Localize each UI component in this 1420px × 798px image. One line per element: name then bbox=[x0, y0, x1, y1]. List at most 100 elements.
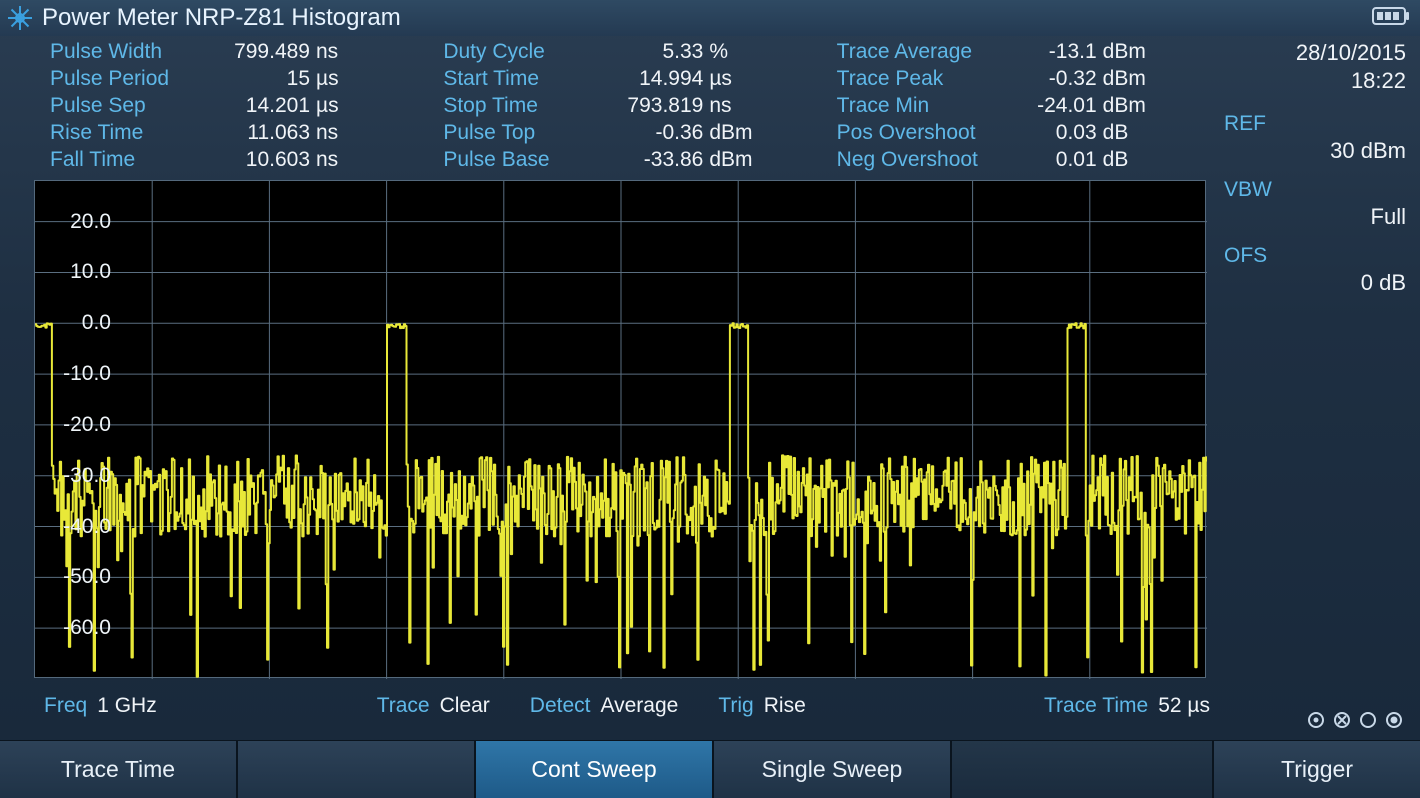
param-label: Neg Overshoot bbox=[837, 148, 987, 172]
param-label: Pos Overshoot bbox=[837, 121, 987, 145]
param-row: Pulse Base-33.86dBm bbox=[443, 148, 816, 175]
trace-indicator-icons bbox=[1306, 710, 1404, 730]
param-unit: dBm bbox=[703, 148, 758, 172]
param-value: 14.994 bbox=[593, 67, 703, 91]
softkey-menu: Trace Time Cont Sweep Single Sweep Trigg… bbox=[0, 740, 1420, 798]
param-unit: ns bbox=[310, 40, 365, 64]
ytick-label: -60.0 bbox=[63, 616, 111, 640]
param-row: Neg Overshoot0.01dB bbox=[837, 148, 1210, 175]
ofs-value: 0 dB bbox=[1220, 270, 1406, 296]
param-value: 0.03 bbox=[987, 121, 1097, 145]
vbw-value: Full bbox=[1220, 204, 1406, 230]
detect-value: Average bbox=[601, 694, 679, 718]
ytick-label: -20.0 bbox=[63, 413, 111, 437]
param-label: Pulse Period bbox=[50, 67, 200, 91]
ofs-label: OFS bbox=[1220, 244, 1406, 268]
param-label: Trace Peak bbox=[837, 67, 987, 91]
param-row: Pulse Width799.489ns bbox=[50, 40, 423, 67]
param-row: Duty Cycle5.33% bbox=[443, 40, 816, 67]
title-bar: Power Meter NRP-Z81 Histogram bbox=[0, 0, 1420, 36]
ytick-label: 10.0 bbox=[70, 260, 111, 284]
param-label: Pulse Sep bbox=[50, 94, 200, 118]
battery-icon bbox=[1372, 6, 1410, 26]
param-unit: µs bbox=[310, 94, 365, 118]
param-value: 0.01 bbox=[987, 148, 1097, 172]
param-label: Start Time bbox=[443, 67, 593, 91]
param-unit: ns bbox=[310, 148, 365, 172]
menu-blank-1[interactable] bbox=[238, 741, 476, 798]
param-unit: % bbox=[703, 40, 758, 64]
freq-value: 1 GHz bbox=[97, 694, 157, 718]
detect-label: Detect bbox=[530, 694, 591, 718]
ytick-label: 20.0 bbox=[70, 210, 111, 234]
measurement-parameters: Pulse Width799.489nsPulse Period15µsPuls… bbox=[50, 40, 1210, 175]
param-label: Pulse Width bbox=[50, 40, 200, 64]
param-row: Fall Time10.603ns bbox=[50, 148, 423, 175]
param-value: -0.32 bbox=[987, 67, 1097, 91]
cont-sweep-button[interactable]: Cont Sweep bbox=[476, 741, 714, 798]
trace-eye-icon bbox=[1306, 710, 1326, 730]
param-value: 11.063 bbox=[200, 121, 310, 145]
param-value: 799.489 bbox=[200, 40, 310, 64]
param-unit: dB bbox=[1097, 121, 1152, 145]
trace-mode-label: Trace bbox=[377, 694, 430, 718]
ytick-label: -10.0 bbox=[63, 362, 111, 386]
param-label: Stop Time bbox=[443, 94, 593, 118]
param-value: -13.1 bbox=[987, 40, 1097, 64]
ytick-label: -40.0 bbox=[63, 515, 111, 539]
status-line: Freq 1 GHz Trace Clear Detect Average Tr… bbox=[44, 690, 1210, 722]
param-row: Stop Time793.819ns bbox=[443, 94, 816, 121]
menu-spacer bbox=[952, 741, 1214, 798]
param-row: Pos Overshoot0.03dB bbox=[837, 121, 1210, 148]
param-row: Rise Time11.063ns bbox=[50, 121, 423, 148]
param-label: Rise Time bbox=[50, 121, 200, 145]
window-title: Power Meter NRP-Z81 Histogram bbox=[42, 4, 401, 32]
param-row: Pulse Top-0.36dBm bbox=[443, 121, 816, 148]
param-label: Fall Time bbox=[50, 148, 200, 172]
trace-dot-icon bbox=[1358, 710, 1378, 730]
param-value: -33.86 bbox=[593, 148, 703, 172]
param-unit: dBm bbox=[1097, 67, 1152, 91]
trace-time-value: 52 µs bbox=[1158, 694, 1210, 718]
param-unit: dBm bbox=[703, 121, 758, 145]
trace-time-button[interactable]: Trace Time bbox=[0, 741, 238, 798]
param-row: Pulse Period15µs bbox=[50, 67, 423, 94]
param-value: 10.603 bbox=[200, 148, 310, 172]
param-unit: dBm bbox=[1097, 40, 1152, 64]
param-unit: µs bbox=[703, 67, 758, 91]
brand-logo-icon bbox=[8, 6, 32, 30]
param-label: Pulse Base bbox=[443, 148, 593, 172]
param-row: Trace Average-13.1dBm bbox=[837, 40, 1210, 67]
ytick-label: -50.0 bbox=[63, 565, 111, 589]
param-unit: dB bbox=[1097, 148, 1152, 172]
param-row: Start Time14.994µs bbox=[443, 67, 816, 94]
trace-mode-value: Clear bbox=[440, 694, 490, 718]
trig-value: Rise bbox=[764, 694, 806, 718]
param-unit: µs bbox=[310, 67, 365, 91]
param-row: Pulse Sep14.201µs bbox=[50, 94, 423, 121]
param-value: 5.33 bbox=[593, 40, 703, 64]
param-unit: dBm bbox=[1097, 94, 1152, 118]
single-sweep-button[interactable]: Single Sweep bbox=[714, 741, 952, 798]
ytick-label: -30.0 bbox=[63, 464, 111, 488]
freq-label: Freq bbox=[44, 694, 87, 718]
ref-label: REF bbox=[1220, 112, 1406, 136]
param-label: Trace Min bbox=[837, 94, 987, 118]
vbw-label: VBW bbox=[1220, 178, 1406, 202]
param-label: Duty Cycle bbox=[443, 40, 593, 64]
trace-time-label: Trace Time bbox=[1044, 694, 1148, 718]
trace-x-icon bbox=[1332, 710, 1352, 730]
param-value: 793.819 bbox=[593, 94, 703, 118]
param-unit: ns bbox=[703, 94, 758, 118]
time-display: 18:22 bbox=[1220, 68, 1420, 94]
param-value: -0.36 bbox=[593, 121, 703, 145]
param-value: 15 bbox=[200, 67, 310, 91]
trig-label: Trig bbox=[718, 694, 753, 718]
side-panel: 28/10/2015 18:22 REF 30 dBm VBW Full OFS… bbox=[1220, 40, 1420, 310]
trigger-button[interactable]: Trigger bbox=[1214, 741, 1420, 798]
param-value: 14.201 bbox=[200, 94, 310, 118]
param-unit: ns bbox=[310, 121, 365, 145]
ytick-label: 0.0 bbox=[82, 311, 111, 335]
param-row: Trace Peak-0.32dBm bbox=[837, 67, 1210, 94]
ref-value: 30 dBm bbox=[1220, 138, 1406, 164]
